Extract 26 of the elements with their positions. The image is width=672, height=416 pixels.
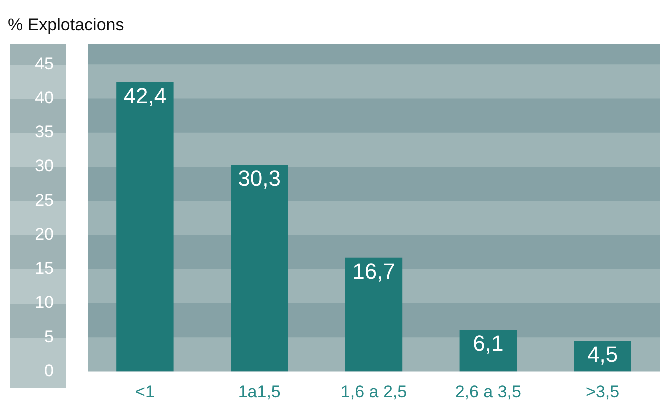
x-tick-label: <1 [136, 382, 155, 402]
y-tick-label: 5 [44, 327, 54, 346]
y-tick-label: 25 [35, 190, 54, 210]
data-label: 42,4 [124, 83, 167, 108]
y-tick-label: 30 [35, 156, 54, 176]
y-tick-label: 35 [35, 122, 54, 142]
data-label: 16,7 [352, 258, 396, 284]
bar [460, 330, 517, 372]
y-tick-label: 40 [35, 88, 54, 108]
bar [345, 258, 403, 372]
x-tick-label: 1,6 a 2,5 [340, 382, 408, 402]
bar [116, 82, 174, 372]
y-tick-label: 0 [44, 361, 54, 380]
chart-title: % Explotacions [8, 16, 124, 35]
data-label: 30,3 [238, 166, 282, 192]
y-tick-label: 45 [35, 54, 54, 74]
x-tick-label: 2,6 a 3,5 [455, 382, 522, 402]
x-tick-label: >3,5 [586, 382, 620, 402]
bar [231, 165, 288, 372]
y-tick-label: 15 [35, 259, 54, 278]
bar [574, 341, 632, 372]
y-tick-label: 10 [35, 293, 54, 312]
data-label: 4,5 [588, 342, 618, 368]
data-label: 6,1 [473, 331, 504, 356]
x-tick-label: 1a1,5 [238, 382, 281, 402]
y-tick-label: 20 [35, 224, 54, 244]
